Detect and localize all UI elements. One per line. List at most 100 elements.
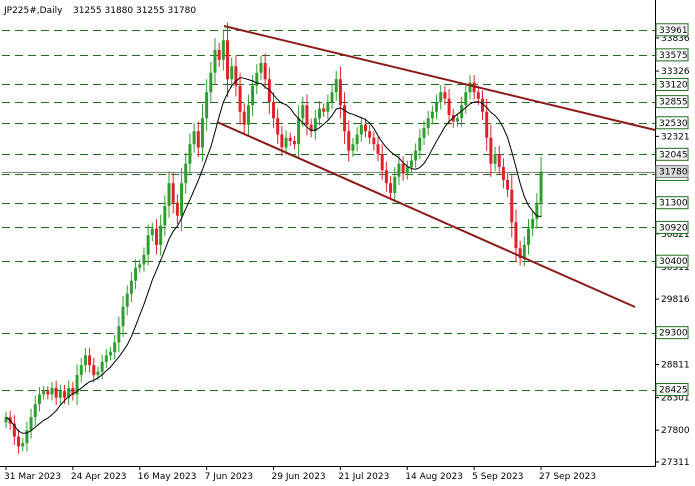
level-label-box-9 [655, 254, 689, 268]
level-label-box-11 [655, 383, 689, 397]
candle-body-111 [468, 82, 472, 93]
candle-body-126 [531, 218, 535, 229]
candle-body-49 [209, 72, 213, 93]
candle-body-38 [163, 205, 167, 226]
candle-body-114 [481, 98, 485, 112]
candle-body-10 [46, 391, 50, 395]
candle-body-28 [121, 306, 125, 327]
candle-body-2 [12, 423, 16, 437]
candle-body-88 [372, 137, 376, 145]
level-label-box-1 [655, 48, 689, 62]
level-label-10: 29300 [659, 329, 688, 339]
candle-body-72 [305, 105, 309, 125]
candle-body-90 [380, 153, 384, 171]
candle-body-42 [180, 183, 184, 216]
candle-body-127 [535, 202, 539, 219]
candle-body-76 [322, 108, 326, 112]
price-tick-label-6: 29816 [661, 295, 690, 305]
candle-body-65 [276, 118, 280, 135]
candle-body-87 [368, 131, 372, 138]
candle-body-15 [67, 387, 71, 398]
candle-body-73 [309, 124, 313, 132]
candle-body-75 [318, 108, 321, 119]
candle-body-83 [351, 144, 355, 151]
candle-body-18 [79, 365, 83, 375]
candle-body-100 [422, 127, 426, 138]
candle-body-6 [29, 417, 33, 431]
candle-body-51 [217, 49, 221, 60]
candle-body-106 [447, 98, 451, 115]
candle-body-4 [21, 443, 25, 447]
candle-body-16 [71, 387, 75, 395]
descending-channel [216, 25, 656, 308]
level-label-5: 32045 [659, 150, 688, 160]
price-tick-label-1: 33326 [661, 67, 690, 77]
candle-body-82 [347, 131, 351, 151]
time-tick-label-1: 24 Apr 2023 [71, 472, 127, 482]
candle-body-8 [37, 394, 41, 405]
candle-body-19 [83, 355, 87, 366]
candle-body-92 [389, 183, 393, 193]
level-label-0: 33961 [659, 26, 688, 36]
candle-body-37 [159, 225, 163, 245]
candle-body-95 [401, 163, 405, 174]
candle-body-69 [292, 140, 296, 145]
candle-body-5 [25, 430, 29, 444]
candle-body-36 [154, 228, 158, 245]
candle-body-24 [104, 355, 108, 362]
channel-upper-line [223, 25, 656, 131]
candle-body-74 [313, 118, 317, 132]
candle-body-43 [184, 163, 188, 184]
candle-body-99 [418, 137, 422, 151]
level-label-3: 32855 [659, 98, 688, 108]
candle-body-20 [88, 355, 92, 366]
candle-body-14 [63, 391, 67, 398]
time-tick-label-2: 16 May 2023 [138, 472, 197, 482]
candle-body-55 [234, 66, 238, 86]
candle-body-58 [246, 105, 250, 125]
level-label-box-5 [655, 147, 689, 161]
level-label-7: 31300 [659, 199, 688, 209]
level-label-11: 28425 [659, 386, 688, 396]
candle-body-79 [334, 79, 338, 93]
candle-body-7 [33, 404, 37, 418]
candle-body-57 [242, 111, 246, 125]
price-tick-label-10: 27311 [661, 458, 690, 468]
candle-body-23 [100, 361, 104, 372]
candle-body-26 [113, 342, 117, 353]
candle-body-108 [455, 118, 459, 122]
candle-body-48 [205, 92, 209, 119]
time-tick-label-3: 7 Jun 2023 [205, 472, 253, 482]
candle-body-59 [251, 85, 255, 106]
candle-body-71 [301, 105, 305, 119]
candle-body-52 [221, 40, 225, 60]
moving-average [5, 77, 542, 434]
candle-body-11 [50, 387, 54, 395]
candle-body-122 [514, 222, 518, 249]
candle-body-27 [117, 326, 121, 343]
candle-body-113 [476, 92, 480, 99]
candle-body-60 [255, 72, 259, 86]
time-axis-ticks: 31 Mar 2023 24 Apr 2023 16 May 2023 7 Jun 2… [4, 466, 596, 482]
price-tick-label-5: 30311 [661, 263, 690, 273]
candle-body-96 [405, 166, 409, 174]
candle-body-94 [397, 163, 401, 177]
level-label-box-0 [655, 23, 689, 37]
candle-body-34 [146, 235, 150, 255]
candle-body-39 [167, 183, 171, 206]
candle-body-40 [171, 183, 175, 203]
candle-body-41 [175, 202, 179, 216]
level-label-box-4 [655, 116, 689, 130]
candle-body-0 [4, 417, 8, 423]
moving-average-line [5, 77, 542, 434]
time-tick-label-7: 5 Sep 2023 [472, 472, 523, 482]
candle-body-98 [414, 150, 418, 161]
candle-body-53 [226, 40, 230, 80]
candle-body-86 [363, 124, 367, 132]
candle-body-84 [355, 134, 359, 145]
level-label-2: 33120 [659, 80, 688, 90]
price-tick-label-4: 30821 [661, 230, 690, 240]
candle-body-118 [497, 153, 501, 167]
